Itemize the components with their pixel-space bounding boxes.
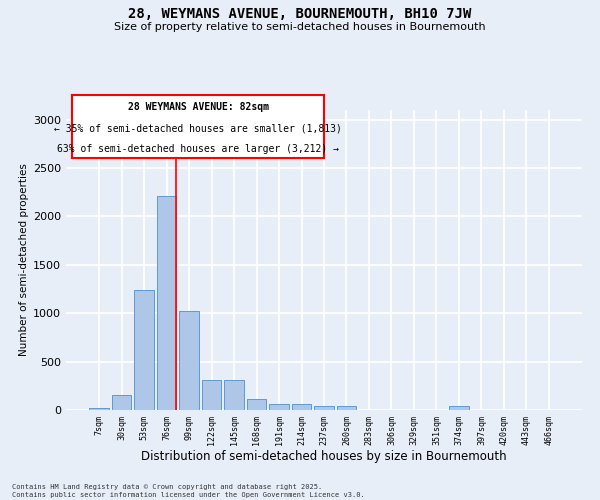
Bar bbox=[157, 196, 176, 410]
Bar bbox=[449, 406, 469, 410]
Text: Size of property relative to semi-detached houses in Bournemouth: Size of property relative to semi-detach… bbox=[114, 22, 486, 32]
Text: Contains HM Land Registry data © Crown copyright and database right 2025.
Contai: Contains HM Land Registry data © Crown c… bbox=[12, 484, 365, 498]
Bar bbox=[134, 290, 154, 410]
Bar bbox=[269, 404, 289, 410]
Text: 28, WEYMANS AVENUE, BOURNEMOUTH, BH10 7JW: 28, WEYMANS AVENUE, BOURNEMOUTH, BH10 7J… bbox=[128, 8, 472, 22]
Bar bbox=[337, 406, 356, 410]
Bar bbox=[292, 404, 311, 410]
Bar bbox=[89, 408, 109, 410]
Bar bbox=[224, 380, 244, 410]
Bar bbox=[314, 406, 334, 410]
X-axis label: Distribution of semi-detached houses by size in Bournemouth: Distribution of semi-detached houses by … bbox=[141, 450, 507, 464]
Text: ← 35% of semi-detached houses are smaller (1,813): ← 35% of semi-detached houses are smalle… bbox=[54, 123, 342, 133]
Bar bbox=[112, 396, 131, 410]
Text: 63% of semi-detached houses are larger (3,212) →: 63% of semi-detached houses are larger (… bbox=[57, 144, 339, 154]
Bar bbox=[202, 380, 221, 410]
Y-axis label: Number of semi-detached properties: Number of semi-detached properties bbox=[19, 164, 29, 356]
Bar bbox=[179, 312, 199, 410]
Text: 28 WEYMANS AVENUE: 82sqm: 28 WEYMANS AVENUE: 82sqm bbox=[128, 102, 269, 113]
Bar bbox=[247, 400, 266, 410]
